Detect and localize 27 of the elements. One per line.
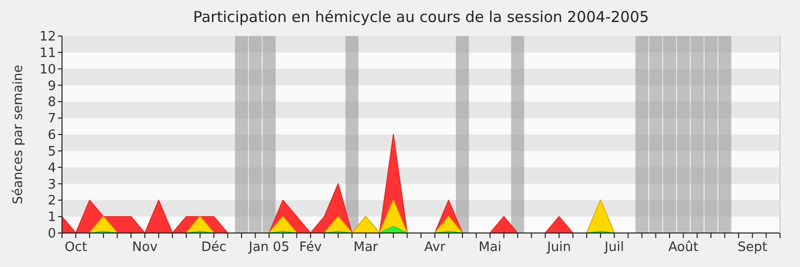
y-tick-label: 6	[48, 128, 56, 144]
x-tick-label: Mar	[354, 240, 379, 255]
y-tick-label: 11	[39, 46, 56, 61]
x-tick-label: Nov	[132, 240, 158, 255]
y-tick-label: 4	[48, 160, 56, 176]
x-tick-label: Jan 05	[248, 240, 290, 255]
x-tick-label: Juin	[546, 240, 572, 255]
x-tick-label: Déc	[201, 240, 226, 255]
y-tick-label: 2	[48, 194, 56, 209]
y-tick-label: 5	[48, 144, 56, 160]
y-axis-title: Séances par semaine	[11, 64, 26, 204]
y-tick-label: 0	[48, 226, 56, 242]
x-tick-label: Juil	[604, 240, 624, 255]
y-tick-label: 12	[39, 30, 56, 45]
x-tick-label: Fév	[299, 240, 322, 255]
x-tick-label: Mai	[478, 240, 502, 255]
x-tick-label: Août	[668, 240, 698, 255]
y-tick-label: 1	[48, 210, 56, 226]
chart-title: Participation en hémicycle au cours de la session 2004-2005	[193, 8, 649, 26]
x-tick-label: Sept	[738, 240, 768, 255]
x-tick-label: Avr	[424, 240, 446, 255]
y-tick-label: 9	[48, 78, 56, 94]
y-tick-label: 3	[48, 177, 56, 192]
y-tick-label: 7	[48, 112, 56, 127]
y-tick-label: 8	[48, 95, 56, 110]
y-tick-label: 10	[39, 62, 56, 78]
x-tick-label: Oct	[64, 240, 88, 255]
